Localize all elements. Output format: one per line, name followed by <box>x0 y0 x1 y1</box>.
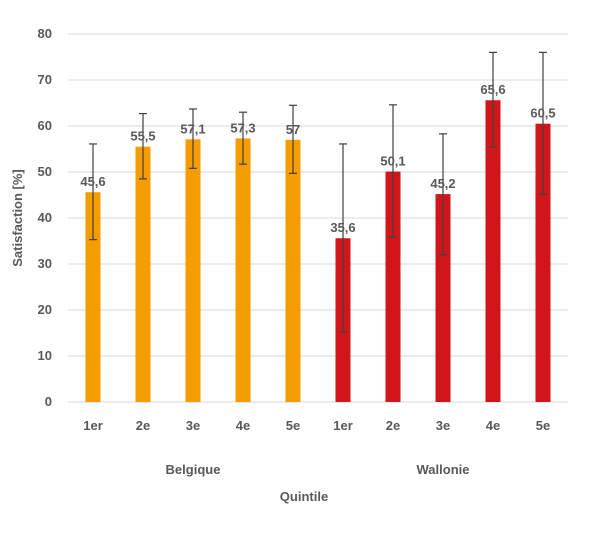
y-tick-label: 30 <box>38 256 52 271</box>
x-axis-title: Quintile <box>280 489 328 504</box>
bar-wallonie-5e <box>535 123 551 402</box>
y-axis-title: Satisfaction [%] <box>10 169 25 267</box>
y-tick-label: 0 <box>45 394 52 409</box>
x-tick-label: 2e <box>136 418 150 433</box>
error-bar <box>539 51 547 195</box>
gridlines <box>68 33 568 403</box>
bar-belgique-1er <box>85 192 101 402</box>
y-tick-label: 60 <box>38 118 52 133</box>
x-tick-label: 1er <box>83 418 103 433</box>
error-bar <box>389 104 397 238</box>
data-label: 57,1 <box>180 121 205 136</box>
group-label-belgique: Belgique <box>166 462 221 477</box>
x-tick-label: 3e <box>436 418 450 433</box>
x-tick-label: 4e <box>486 418 500 433</box>
group-labels: Belgique Wallonie <box>166 462 470 477</box>
error-bars <box>89 51 547 333</box>
error-bar <box>489 51 497 148</box>
data-label: 50,1 <box>380 154 405 169</box>
y-tick-label: 10 <box>38 348 52 363</box>
data-label: 35,6 <box>330 220 355 235</box>
error-bar <box>439 133 447 256</box>
data-labels: 45,6 55,5 57,1 57,3 57 35,6 50,1 45,2 65,6 60,5 <box>80 82 555 235</box>
error-bar <box>189 108 197 169</box>
bar-belgique-5e <box>285 139 301 403</box>
data-label: 65,6 <box>480 82 505 97</box>
bar-wallonie-3e <box>435 194 451 402</box>
x-tick-label: 4e <box>236 418 250 433</box>
bar-wallonie-2e <box>385 171 401 402</box>
x-tick-label: 3e <box>186 418 200 433</box>
bar-belgique-2e <box>135 146 151 402</box>
error-bar <box>139 112 147 180</box>
error-bar <box>339 143 347 333</box>
error-bar <box>239 111 247 165</box>
x-tick-label: 1er <box>333 418 353 433</box>
y-tick-label: 70 <box>38 72 52 87</box>
x-tick-label: 5e <box>536 418 550 433</box>
error-bar <box>89 143 97 241</box>
data-label: 55,5 <box>130 129 155 144</box>
y-axis-ticks: 0 10 20 30 40 50 60 70 80 <box>38 26 52 409</box>
error-bar <box>289 104 297 174</box>
data-label: 60,5 <box>530 106 555 121</box>
y-tick-label: 40 <box>38 210 52 225</box>
y-tick-label: 50 <box>38 164 52 179</box>
data-label: 57 <box>286 122 300 137</box>
bar-belgique-4e <box>235 138 251 403</box>
data-label: 57,3 <box>230 120 255 135</box>
x-tick-label: 5e <box>286 418 300 433</box>
bars <box>85 100 551 403</box>
y-tick-label: 80 <box>38 26 52 41</box>
y-tick-label: 20 <box>38 302 52 317</box>
data-label: 45,2 <box>430 176 455 191</box>
bar-belgique-3e <box>185 139 201 402</box>
group-label-wallonie: Wallonie <box>417 462 470 477</box>
x-tick-label: 2e <box>386 418 400 433</box>
x-axis-ticks: 1er 2e 3e 4e 5e 1er 2e 3e 4e 5e <box>83 418 550 433</box>
bar-wallonie-4e <box>485 100 501 403</box>
data-label: 45,6 <box>80 174 105 189</box>
